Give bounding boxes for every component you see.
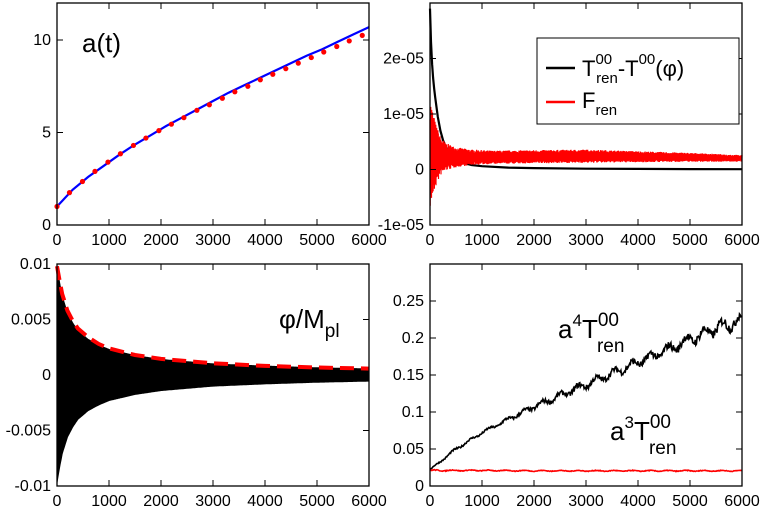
x-tick-label: 0 [53,493,62,508]
x-tick-label: 1000 [464,493,500,508]
label-phi-over-mpl: φ/Mpl [279,304,340,342]
panel-scaled-t00: 0 1000 2000 3000 4000 5000 6000 0 0.05 0.1 0.15 0.2… [393,263,760,508]
series-0-1-point [308,54,314,61]
x-tick-label: 6000 [351,232,387,249]
series-0-1-point [334,43,340,50]
panel-a-of-t: 0 1000 2000 3000 4000 5000 6000 0 5 10 a(t) [33,2,387,249]
x-tick-label: 2000 [516,232,552,249]
x-tick-label: 0 [426,493,435,508]
series-0-1-point [105,159,111,165]
x-tick-label: 3000 [195,493,231,508]
y-tick-label: 0 [415,478,424,495]
y-tick-label: 0.1 [402,404,424,421]
x-tick-label: 2000 [143,232,179,249]
y-tick-label: 5 [42,125,51,142]
y-tick-label: 0.01 [20,256,51,273]
series-0-1-point [117,151,124,157]
series-0-1-point [257,77,263,83]
series-0-1-point [219,95,225,101]
series-0-1-point [283,66,289,72]
series-0-1-point [232,89,238,95]
x-tick-label: 4000 [247,232,283,249]
label-a4-t00-ren: a4T00 ren [558,310,624,357]
series-0-1-point [270,71,276,77]
series-0-1-point [143,135,149,141]
y-tick-label: -0.005 [6,423,51,440]
y-tick-label: -0.01 [15,478,52,495]
x-tick-label: 2000 [143,493,179,508]
y-tick-label: 0.15 [393,367,424,384]
legend-entry-f-ren: Fren [582,88,617,119]
series-2-0 [56,267,370,483]
x-tick-label: 5000 [299,493,335,508]
label-a-of-t: a(t) [82,28,121,58]
series-0-1-point [66,190,73,196]
x-tick-label: 6000 [351,493,387,508]
y-tick-label: 2e-05 [383,51,424,68]
legend-entry-t00: T00 ren-T00(φ) [582,51,684,87]
x-tick-label: 4000 [247,493,283,508]
x-tick-label: 2000 [516,493,552,508]
y-tick-label: 10 [33,32,51,49]
x-tick-label: 6000 [724,232,760,249]
x-tick-label: 3000 [195,232,231,249]
series-0-1-point [168,121,174,127]
series-0-1-point [79,178,86,185]
label-a3-t00-ren: a3T00 ren [610,412,676,459]
x-tick-label: 1000 [91,493,127,508]
legend: T00 ren-T00(φ) Fren [536,37,740,125]
series-0-1-point [156,128,162,134]
x-tick-label: 3000 [568,493,604,508]
x-tick-label: 3000 [568,232,604,249]
y-tick-label: 0 [42,217,51,234]
x-tick-label: 1000 [464,232,500,249]
series-0-1-point [359,32,365,38]
y-tick-label: 0.25 [393,293,424,310]
series-3-0 [429,311,743,471]
series-0-1-point [194,107,200,113]
series-0-1-point [245,83,251,89]
series-1-1 [429,106,743,206]
series-0-1-point [206,102,212,108]
y-tick-label: 0 [415,162,424,179]
x-tick-label: 5000 [672,493,708,508]
y-tick-label: 0 [42,367,51,384]
panel-t00-f-ren: 0 1000 2000 3000 4000 5000 6000-1e-0501e-052e-… [378,2,760,249]
series-0-1-point [181,115,187,121]
x-tick-label: 6000 [724,493,760,508]
series-0-1-point [92,168,98,174]
x-tick-label: 5000 [672,232,708,249]
x-tick-label: 0 [53,232,62,249]
x-tick-label: 5000 [299,232,335,249]
series-0-1-point [295,60,301,66]
y-tick-label: 0.2 [402,330,424,347]
y-tick-label: 0.005 [11,312,51,329]
x-tick-label: 1000 [91,232,127,249]
series-3-1 [429,468,742,473]
x-tick-label: 0 [426,232,435,249]
series-0-1-point [346,38,352,44]
series-0-1-point [130,142,137,149]
panel-phi-over-mpl: 0 1000 2000 3000 4000 5000 6000 -0.01 -0.005 0 0.0… [6,256,387,508]
x-tick-label: 4000 [620,232,656,249]
x-tick-label: 4000 [620,493,656,508]
y-tick-label: 0.05 [393,441,424,458]
series-0-1-point [321,49,327,55]
series-2-1 [55,265,370,371]
y-tick-label: 1e-05 [383,106,424,123]
y-tick-label: -1e-05 [378,217,424,234]
